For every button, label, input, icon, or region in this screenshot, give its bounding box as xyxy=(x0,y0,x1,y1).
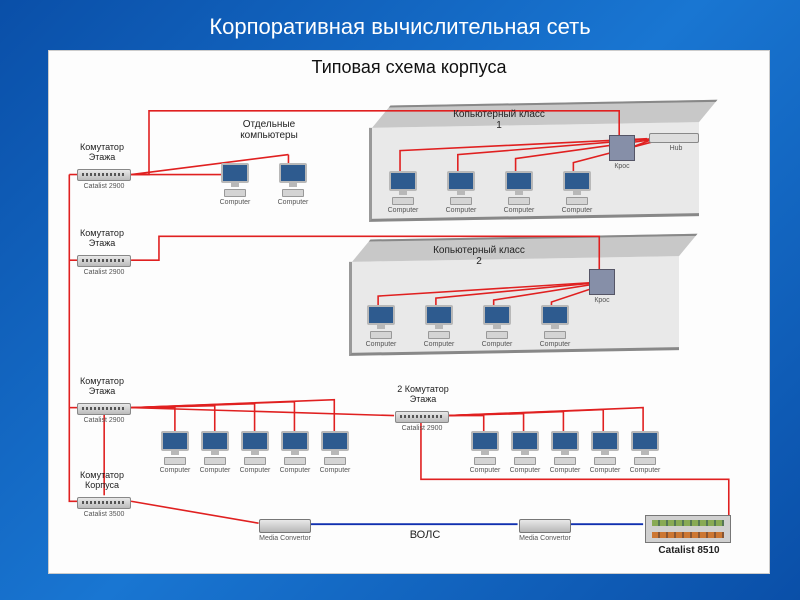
label-cross-2: Крос xyxy=(585,297,619,305)
pc-label: Computer xyxy=(499,207,539,215)
pc-label: Computer xyxy=(383,207,423,215)
label-floor-switch-right: 2 Комутатор Этажа xyxy=(385,385,461,405)
switch-floor-1 xyxy=(77,169,131,181)
pc-label: Computer xyxy=(545,467,585,475)
pc-label: Computer xyxy=(625,467,665,475)
label-floor-switch-2: Комутатор Этажа xyxy=(67,229,137,249)
pc-label: Computer xyxy=(275,467,315,475)
pc-row-r1 xyxy=(469,431,501,465)
pc-room2-3 xyxy=(481,305,513,339)
switch-floor-right xyxy=(395,411,449,423)
pc-room1-4 xyxy=(561,171,593,205)
label-catalist-1: Catalist 2900 xyxy=(71,183,137,191)
pc-room1-3 xyxy=(503,171,535,205)
pc-row-r3 xyxy=(549,431,581,465)
label-catalist-8510: Catalist 8510 xyxy=(649,545,729,556)
label-media-right: Media Convertor xyxy=(517,535,573,543)
label-class-1: Копьютерный класс 1 xyxy=(449,109,549,131)
pc-room1-1 xyxy=(387,171,419,205)
switch-floor-2 xyxy=(77,255,131,267)
pc-label: Computer xyxy=(235,467,275,475)
switch-building xyxy=(77,497,131,509)
pc-room2-4 xyxy=(539,305,571,339)
label-catalist-3: Catalist 2900 xyxy=(71,417,137,425)
pc-room2-2 xyxy=(423,305,455,339)
pc-standalone-1 xyxy=(219,163,251,197)
label-cross-1: Крос xyxy=(605,163,639,171)
label-separate-pcs: Отдельные компьютеры xyxy=(219,119,319,141)
pc-label: Computer xyxy=(273,199,313,207)
pc-row-r2 xyxy=(509,431,541,465)
pc-row-l3 xyxy=(239,431,271,465)
pc-row-l1 xyxy=(159,431,191,465)
label-floor-switch-1: Комутатор Этажа xyxy=(67,143,137,163)
media-convertor-left xyxy=(259,519,311,533)
cross-panel-1 xyxy=(609,135,635,161)
pc-row-l5 xyxy=(319,431,351,465)
pc-row-r5 xyxy=(629,431,661,465)
label-vols: ВОЛС xyxy=(395,529,455,541)
pc-room1-2 xyxy=(445,171,477,205)
label-catalist-3500: Catalist 3500 xyxy=(71,511,137,519)
pc-row-r4 xyxy=(589,431,621,465)
pc-standalone-2 xyxy=(277,163,309,197)
pc-label: Computer xyxy=(195,467,235,475)
pc-label: Computer xyxy=(419,341,459,349)
pc-label: Computer xyxy=(585,467,625,475)
pc-label: Computer xyxy=(361,341,401,349)
pc-label: Computer xyxy=(465,467,505,475)
pc-label: Computer xyxy=(315,467,355,475)
pc-label: Computer xyxy=(215,199,255,207)
pc-label: Computer xyxy=(535,341,575,349)
pc-label: Computer xyxy=(441,207,481,215)
cross-panel-2 xyxy=(589,269,615,295)
switch-floor-3 xyxy=(77,403,131,415)
pc-room2-1 xyxy=(365,305,397,339)
pc-row-l2 xyxy=(199,431,231,465)
pc-row-l4 xyxy=(279,431,311,465)
catalist-8510 xyxy=(645,515,731,543)
label-catalist-right: Catalist 2900 xyxy=(389,425,455,433)
diagram-title: Типовая схема корпуса xyxy=(49,51,769,84)
pc-label: Computer xyxy=(477,341,517,349)
pc-label: Computer xyxy=(505,467,545,475)
pc-label: Computer xyxy=(155,467,195,475)
network-diagram: Типовая схема корпуса xyxy=(48,50,770,574)
slide-title: Корпоративная вычислительная сеть xyxy=(0,0,800,50)
label-media-left: Media Convertor xyxy=(257,535,313,543)
media-convertor-right xyxy=(519,519,571,533)
hub-room1 xyxy=(649,133,699,143)
label-class-2: Копьютерный класс 2 xyxy=(429,245,529,267)
label-hub: Hub xyxy=(661,145,691,153)
label-floor-switch-3: Комутатор Этажа xyxy=(67,377,137,397)
label-building-switch: Комутатор Корпуса xyxy=(67,471,137,491)
pc-label: Computer xyxy=(557,207,597,215)
label-catalist-2: Catalist 2900 xyxy=(71,269,137,277)
